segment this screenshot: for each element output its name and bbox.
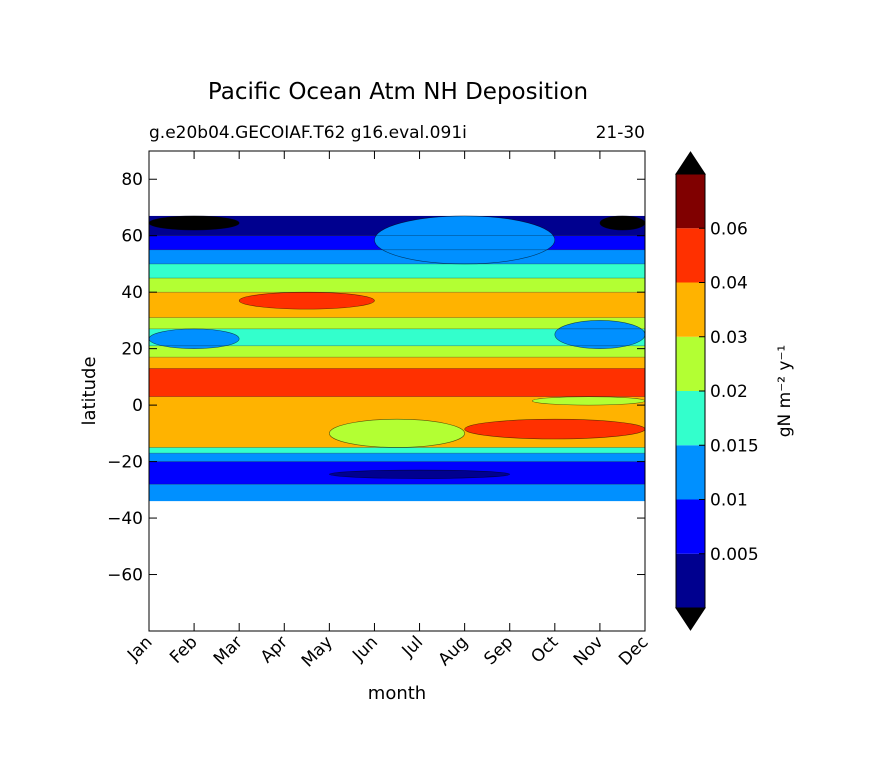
field-band-8: [149, 328, 645, 346]
contour-lines: [149, 235, 645, 485]
colorbar-tick-label: 0.03: [710, 328, 748, 348]
field-band-9: [149, 317, 645, 329]
y-tick-label: 60: [121, 227, 143, 247]
y-tick-label: −60: [107, 566, 143, 586]
x-tick-label: Jun: [348, 632, 382, 666]
colorbar-extend-min: [675, 607, 706, 631]
y-tick-label: −40: [107, 509, 143, 529]
plot-area: [148, 150, 646, 632]
colorbar-segment: [676, 445, 705, 500]
x-tick-label: Feb: [166, 632, 201, 667]
field-patch-7: [148, 215, 240, 231]
y-tick-label: 20: [121, 340, 143, 360]
chart-title: Pacific Ocean Atm NH Deposition: [208, 79, 588, 105]
field-band-2: [149, 453, 645, 462]
colorbar-tick-label: 0.02: [710, 382, 748, 402]
field-patch-6: [554, 320, 646, 349]
field-band-3: [149, 447, 645, 454]
colorbar: [675, 151, 706, 631]
chart-subtitle-left: g.e20b04.GECOIAF.T62 g16.eval.091i: [149, 123, 467, 143]
field-band-0: [149, 484, 645, 502]
y-tick-label: −20: [107, 453, 143, 473]
colorbar-segment: [676, 336, 705, 391]
field-patch-9: [531, 396, 646, 406]
field-patch-8: [599, 215, 646, 231]
colorbar-extend-max: [675, 151, 706, 175]
x-tick-label: Nov: [570, 632, 608, 670]
colorbar-tick-label: 0.005: [710, 545, 759, 565]
colorbar-ticks: 0.005 0.01 0.015 0.02 0.03 0.04 0.06: [699, 219, 759, 565]
colorbar-tick-label: 0.04: [710, 274, 748, 294]
chart-subtitle-right: 21-30: [596, 123, 645, 143]
colorbar-tick-label: 0.06: [710, 219, 748, 239]
colorbar-segment: [676, 499, 705, 554]
y-tick-label: 40: [121, 283, 143, 303]
field-band-12: [149, 263, 645, 279]
field-patch-4: [374, 215, 556, 265]
colorbar-segment: [676, 174, 705, 229]
colorbar-segment: [676, 282, 705, 337]
y-tick-label: 80: [121, 170, 143, 190]
y-axis: 80 60 40 20 0 −20 −40 −60: [107, 170, 645, 586]
field-band-7: [149, 345, 645, 358]
contour-field: [148, 215, 646, 502]
x-tick-label: Sep: [480, 632, 517, 669]
colorbar-tick-label: 0.015: [710, 436, 759, 456]
colorbar-tick-label: 0.01: [710, 491, 748, 511]
x-tick-label: Apr: [257, 632, 292, 667]
x-tick-label: Dec: [615, 632, 652, 669]
field-band-5: [149, 368, 645, 397]
field-patch-0: [329, 469, 511, 479]
x-axis-label: month: [368, 683, 426, 704]
y-tick-label: 0: [132, 396, 143, 416]
field-band-6: [149, 357, 645, 369]
x-tick-label: Mar: [210, 632, 247, 669]
colorbar-segment: [676, 391, 705, 446]
x-tick-label: Jan: [123, 632, 156, 665]
field-patch-1: [464, 418, 646, 440]
colorbar-segment: [676, 228, 705, 283]
x-tick-label: Aug: [435, 632, 473, 670]
y-axis-label: latitude: [79, 356, 100, 425]
x-tick-label: May: [298, 632, 337, 671]
field-band-10: [149, 292, 645, 318]
x-tick-label: Oct: [527, 632, 562, 667]
field-patch-2: [329, 418, 465, 448]
x-tick-label: Jul: [398, 632, 427, 661]
colorbar-label: gN m⁻² y⁻¹: [775, 345, 795, 438]
colorbar-segment: [676, 553, 705, 608]
field-band-11: [149, 278, 645, 293]
field-patch-3: [238, 291, 375, 310]
